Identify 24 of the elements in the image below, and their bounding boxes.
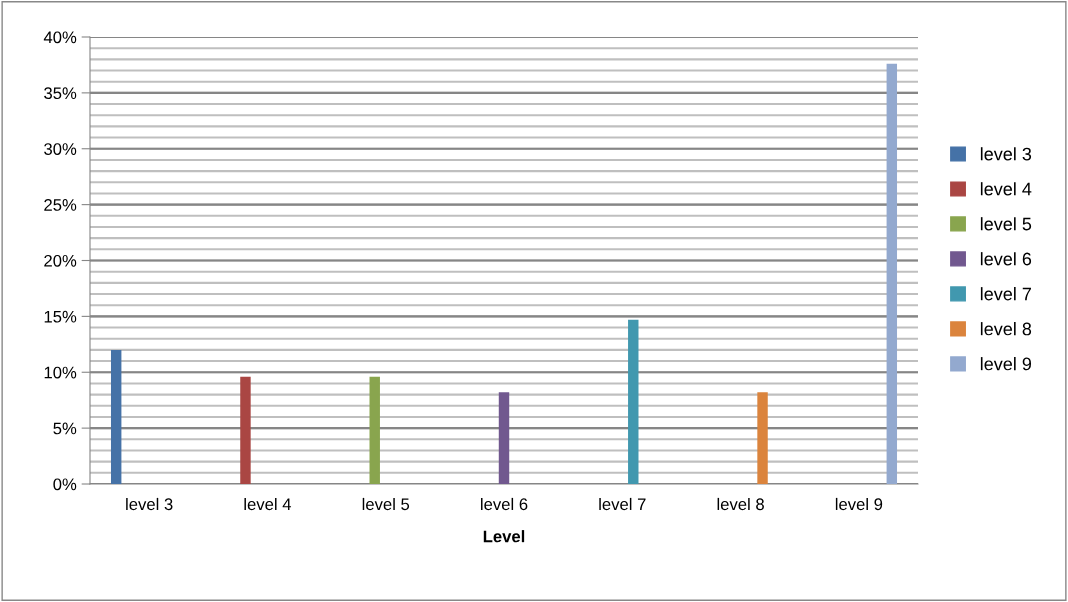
legend-label: level 3 <box>980 147 1032 161</box>
x-tick-label: level 8 <box>717 497 764 511</box>
x-tick-label: level 9 <box>835 497 883 511</box>
y-tick-label: 35% <box>44 87 77 100</box>
x-tick-label: level 5 <box>362 497 410 511</box>
x-tick-label: level 7 <box>599 497 646 511</box>
y-tick-label: 5% <box>53 422 77 435</box>
legend-label: level 7 <box>980 287 1031 301</box>
legend-label: level 9 <box>980 357 1032 371</box>
x-tick-label: level 3 <box>126 497 173 511</box>
legend-label: level 6 <box>980 252 1032 266</box>
y-tick-label: 30% <box>44 143 77 155</box>
legend-label: level 4 <box>980 182 1032 196</box>
y-tick-label: 0% <box>53 478 77 491</box>
x-tick-label: level 6 <box>481 497 528 511</box>
y-tick-label: 25% <box>44 199 77 211</box>
x-axis-title: Level <box>483 530 525 543</box>
y-tick-label: 40% <box>43 31 77 44</box>
y-tick-label: 10% <box>44 366 77 379</box>
y-tick-label: 20% <box>44 254 77 267</box>
y-tick-label: 15% <box>44 310 77 323</box>
legend-label: level 8 <box>980 322 1032 336</box>
legend-label: level 5 <box>980 217 1032 231</box>
x-tick-label: level 4 <box>244 497 292 511</box>
